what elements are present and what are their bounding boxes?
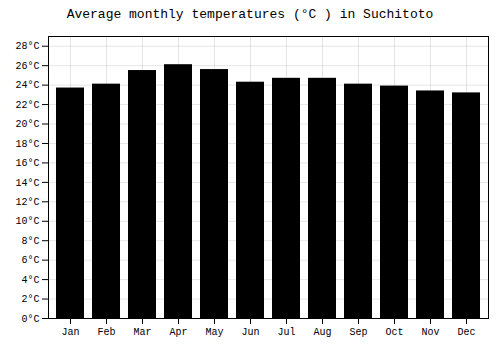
svg-text:14°C: 14°C: [15, 178, 39, 189]
svg-text:Jul: Jul: [277, 327, 295, 338]
svg-text:2°C: 2°C: [21, 294, 39, 305]
svg-text:28°C: 28°C: [15, 41, 39, 52]
svg-text:Nov: Nov: [421, 327, 439, 338]
svg-text:Aug: Aug: [313, 327, 331, 338]
svg-text:Apr: Apr: [169, 327, 187, 338]
svg-text:16°C: 16°C: [15, 158, 39, 169]
svg-text:May: May: [205, 327, 223, 338]
svg-text:6°C: 6°C: [21, 255, 39, 266]
svg-text:Mar: Mar: [133, 327, 151, 338]
svg-text:0°C: 0°C: [21, 314, 39, 325]
svg-text:Oct: Oct: [385, 327, 403, 338]
svg-text:12°C: 12°C: [15, 197, 39, 208]
svg-text:22°C: 22°C: [15, 100, 39, 111]
svg-text:Jan: Jan: [61, 327, 79, 338]
svg-text:20°C: 20°C: [15, 119, 39, 130]
svg-text:24°C: 24°C: [15, 80, 39, 91]
html-text:Average monthly temperatures (: Average monthly temperatures (°C ) in Su…: [66, 7, 434, 22]
svg-text:4°C: 4°C: [21, 275, 39, 286]
svg-text:Feb: Feb: [97, 327, 115, 338]
svg-text:18°C: 18°C: [15, 139, 39, 150]
svg-text:26°C: 26°C: [15, 61, 39, 72]
svg-text:8°C: 8°C: [21, 236, 39, 247]
svg-text:Jun: Jun: [241, 327, 259, 338]
svg-text:10°C: 10°C: [15, 216, 39, 227]
svg-text:Sep: Sep: [349, 327, 367, 338]
svg-text:Dec: Dec: [457, 327, 475, 338]
